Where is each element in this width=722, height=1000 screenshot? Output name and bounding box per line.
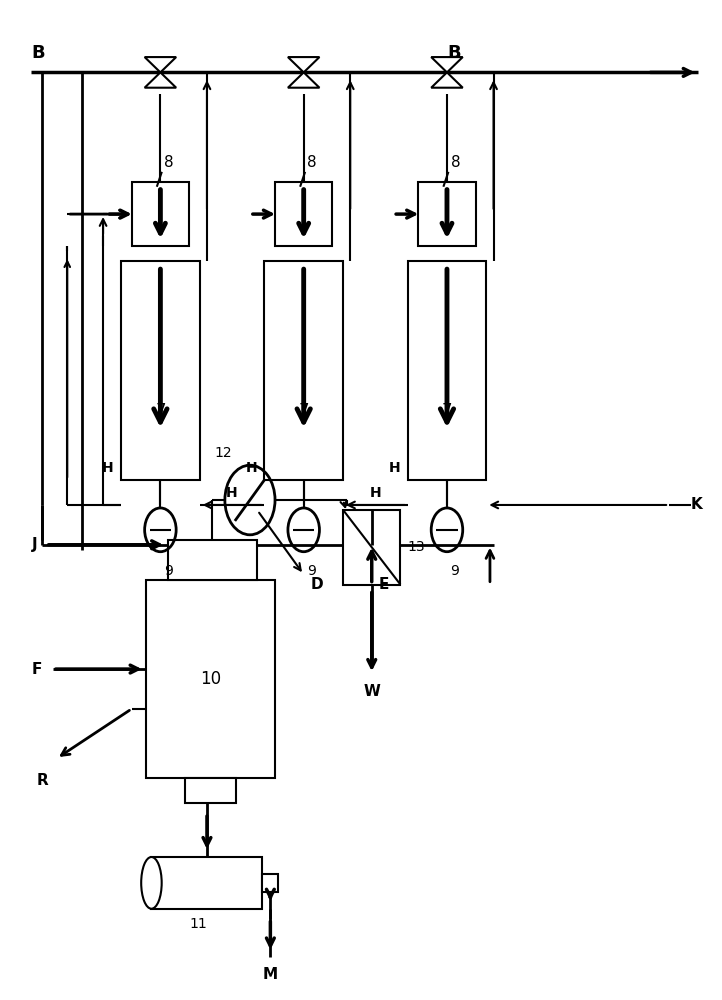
Bar <box>263 874 278 892</box>
Text: 13: 13 <box>407 540 425 554</box>
Text: 7: 7 <box>442 401 452 420</box>
Bar <box>275 182 332 246</box>
Text: 12: 12 <box>214 446 232 460</box>
Bar <box>407 261 487 480</box>
Text: 10: 10 <box>200 670 221 688</box>
Polygon shape <box>431 57 463 72</box>
Text: F: F <box>32 662 42 677</box>
Text: H: H <box>388 461 401 475</box>
Bar <box>131 182 189 246</box>
Text: K: K <box>690 497 703 512</box>
Text: 8: 8 <box>451 155 460 170</box>
Text: H: H <box>370 486 381 500</box>
Text: 9: 9 <box>308 564 316 578</box>
Polygon shape <box>144 57 176 72</box>
Text: B: B <box>32 44 45 62</box>
Bar <box>152 857 263 909</box>
Text: H: H <box>245 461 257 475</box>
Text: 7: 7 <box>298 401 309 420</box>
Text: D: D <box>311 577 323 592</box>
Text: 9: 9 <box>451 564 459 578</box>
Polygon shape <box>288 72 319 88</box>
Text: 11: 11 <box>189 917 206 931</box>
Bar <box>146 580 275 778</box>
Bar <box>121 261 200 480</box>
Text: B: B <box>447 44 461 62</box>
Bar <box>343 510 401 585</box>
Bar <box>418 182 476 246</box>
Polygon shape <box>288 57 319 72</box>
Ellipse shape <box>142 857 162 909</box>
Text: H: H <box>226 486 238 500</box>
Text: 8: 8 <box>308 155 317 170</box>
Polygon shape <box>144 72 176 88</box>
Text: 7: 7 <box>155 401 165 420</box>
Polygon shape <box>431 72 463 88</box>
Bar <box>168 540 257 580</box>
Text: W: W <box>363 684 380 699</box>
Text: H: H <box>103 461 114 475</box>
Text: 9: 9 <box>164 564 173 578</box>
Bar <box>264 261 343 480</box>
Text: 8: 8 <box>164 155 173 170</box>
Text: M: M <box>263 967 278 982</box>
Bar <box>186 778 235 803</box>
Text: E: E <box>379 577 389 592</box>
Text: R: R <box>36 773 48 788</box>
Text: J: J <box>32 537 37 552</box>
